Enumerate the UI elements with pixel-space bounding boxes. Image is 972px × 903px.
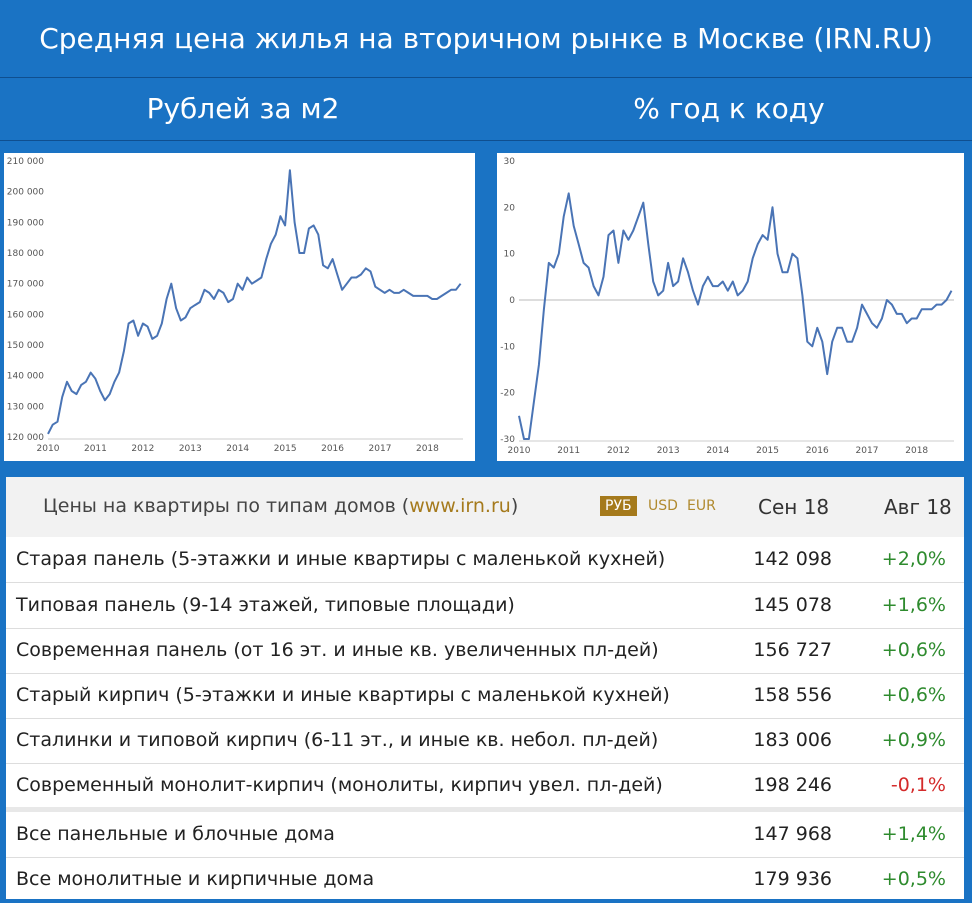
page-title: Средняя цена жилья на вторичном рынке в … <box>0 0 972 78</box>
series-line <box>47 169 462 435</box>
x-tick-label: 2017 <box>369 444 392 454</box>
price-chart-svg: 120 000 130 000 140 000 150 000 160 000 170 0… <box>7 157 463 454</box>
row-price: 183 006 <box>753 729 832 751</box>
table-row: Современная панель (от 16 эт. и иные кв.… <box>6 628 964 674</box>
summary-separator <box>6 807 964 812</box>
right-chart-subtitle: % год к коду <box>633 92 825 125</box>
y-tick-label: -10 <box>500 342 515 352</box>
row-change: +1,6% <box>881 594 946 616</box>
price-chart: 120 000 130 000 140 000 150 000 160 000 170 0… <box>4 153 475 461</box>
table-row: Современный монолит-кирпич (монолиты, ки… <box>6 763 964 809</box>
currency-rub-button[interactable]: РУБ <box>600 496 637 516</box>
row-name: Современная панель (от 16 эт. и иные кв.… <box>16 639 659 661</box>
y-tick-label: 150 000 <box>7 341 44 351</box>
table-header: Цены на квартиры по типам домов (www.irn… <box>6 477 964 537</box>
y-tick-label: 120 000 <box>7 433 44 443</box>
row-change: +0,6% <box>881 684 946 706</box>
table-row: Типовая панель (9-14 этажей, типовые пло… <box>6 583 964 629</box>
table-row: Старая панель (5-этажки и иные квартиры … <box>6 537 964 583</box>
row-name: Все монолитные и кирпичные дома <box>16 868 375 890</box>
x-tick-label: 2011 <box>84 444 107 454</box>
table-row: Старый кирпич (5-этажки и иные квартиры … <box>6 673 964 719</box>
row-price: 145 078 <box>753 594 832 616</box>
y-tick-label: 10 <box>504 250 516 260</box>
table-row: Сталинки и типовой кирпич (6-11 эт., и и… <box>6 718 964 764</box>
price-table: Цены на квартиры по типам домов (www.irn… <box>6 477 964 899</box>
summary-row: Все панельные и блочные дома 147 968 +1,… <box>6 812 964 858</box>
x-tick-label: 2012 <box>607 446 630 456</box>
row-name: Сталинки и типовой кирпич (6-11 эт., и и… <box>16 729 659 751</box>
currency-usd-button[interactable]: USD <box>648 498 678 514</box>
row-name: Все панельные и блочные дома <box>16 823 335 845</box>
yoy-chart: 30 20 10 0 -10 -20 -30 2010 2011 2012 2013 2014 2015… <box>497 153 964 461</box>
x-tick-label: 2017 <box>856 446 879 456</box>
y-tick-label: 0 <box>509 296 515 306</box>
row-change: +1,4% <box>881 823 946 845</box>
table-caption-text: Цены на квартиры по типам домов ( <box>43 495 410 517</box>
x-tick-label: 2011 <box>557 446 580 456</box>
y-tick-label: -30 <box>500 435 515 445</box>
irn-link[interactable]: www.irn.ru <box>409 495 511 517</box>
table-caption: Цены на квартиры по типам домов (www.irn… <box>43 495 518 517</box>
subtitle-bar: Рублей за м2 % год к коду <box>0 78 972 141</box>
row-price: 147 968 <box>753 823 832 845</box>
x-tick-label: 2015 <box>756 446 779 456</box>
x-tick-label: 2012 <box>131 444 154 454</box>
x-tick-label: 2015 <box>274 444 297 454</box>
row-change: +0,9% <box>881 729 946 751</box>
row-price: 179 936 <box>753 868 832 890</box>
y-tick-label: 210 000 <box>7 157 44 167</box>
currency-eur-button[interactable]: EUR <box>687 498 716 514</box>
x-tick-label: 2018 <box>905 446 928 456</box>
y-tick-label: 180 000 <box>7 249 44 259</box>
left-chart-subtitle: Рублей за м2 <box>146 92 340 125</box>
x-tick-label: 2018 <box>416 444 439 454</box>
row-price: 158 556 <box>753 684 832 706</box>
row-name: Типовая панель (9-14 этажей, типовые пло… <box>16 594 515 616</box>
x-tick-label: 2014 <box>706 446 729 456</box>
x-tick-label: 2010 <box>508 446 531 456</box>
x-tick-label: 2016 <box>321 444 344 454</box>
row-price: 142 098 <box>753 548 832 570</box>
row-change: +2,0% <box>881 548 946 570</box>
x-tick-label: 2010 <box>37 444 60 454</box>
row-price: 198 246 <box>753 774 832 796</box>
table-caption-close: ) <box>510 495 519 517</box>
y-tick-label: 130 000 <box>7 402 44 412</box>
y-tick-label: 30 <box>504 157 516 167</box>
x-tick-label: 2014 <box>226 444 249 454</box>
x-tick-label: 2016 <box>806 446 829 456</box>
summary-row: Все монолитные и кирпичные дома 179 936 … <box>6 857 964 902</box>
row-change: -0,1% <box>890 774 946 796</box>
y-tick-label: 170 000 <box>7 280 44 290</box>
x-tick-label: 2013 <box>657 446 680 456</box>
column-previous-month: Авг 18 <box>884 495 952 519</box>
row-change: +0,5% <box>881 868 946 890</box>
row-name: Современный монолит-кирпич (монолиты, ки… <box>16 774 663 796</box>
y-tick-label: 160 000 <box>7 310 44 320</box>
x-tick-label: 2013 <box>179 444 202 454</box>
y-tick-label: 140 000 <box>7 372 44 382</box>
row-name: Старый кирпич (5-этажки и иные квартиры … <box>16 684 670 706</box>
row-name: Старая панель (5-этажки и иные квартиры … <box>16 548 666 570</box>
y-tick-label: 20 <box>504 203 516 213</box>
row-change: +0,6% <box>881 639 946 661</box>
row-price: 156 727 <box>753 639 832 661</box>
y-tick-label: -20 <box>500 389 515 399</box>
y-tick-label: 200 000 <box>7 188 44 198</box>
column-current-month: Сен 18 <box>758 495 830 519</box>
series-line <box>518 192 953 440</box>
y-tick-label: 190 000 <box>7 218 44 228</box>
